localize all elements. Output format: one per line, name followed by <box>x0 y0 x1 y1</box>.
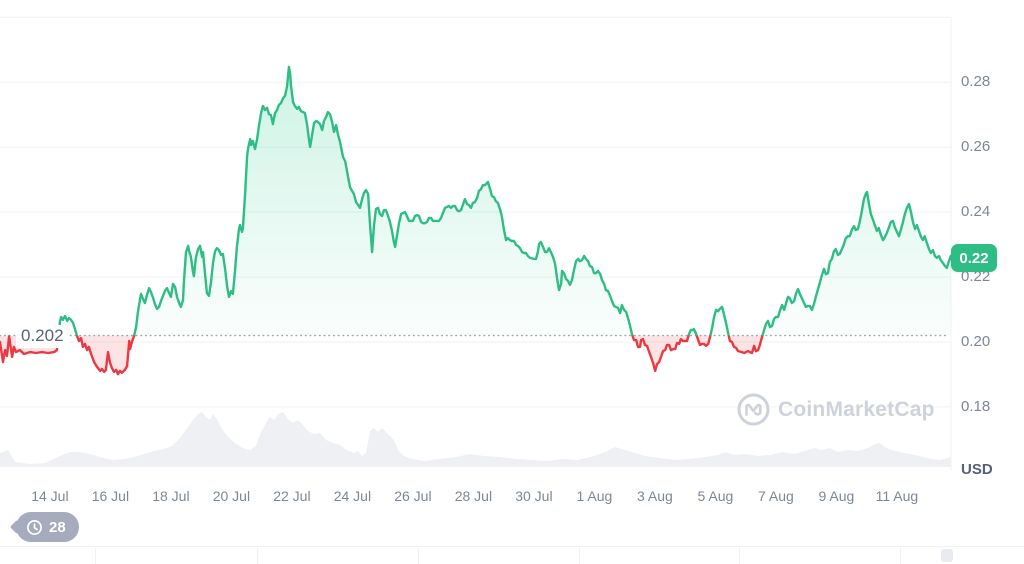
history-clock-icon <box>26 519 43 536</box>
current-price-badge: 0.22 <box>951 244 997 272</box>
watermark: CoinMarketCap <box>737 393 935 426</box>
table-column-divider <box>900 548 901 564</box>
volume-area <box>0 412 951 467</box>
table-top-border <box>0 546 1024 547</box>
x-axis-tick: 16 Jul <box>91 488 130 504</box>
price-line-up <box>8 65 951 336</box>
history-badge[interactable]: 28 <box>9 512 79 542</box>
x-axis-tick: 9 Aug <box>818 488 855 504</box>
x-axis-tick: 14 Jul <box>31 488 69 504</box>
table-column-divider <box>95 548 96 564</box>
table-column-divider <box>579 548 580 564</box>
y-axis-tick: 0.28 <box>961 73 991 91</box>
x-axis-tick: 3 Aug <box>636 488 673 504</box>
watermark-label: CoinMarketCap <box>778 397 935 421</box>
x-axis-tick: 24 Jul <box>333 488 372 504</box>
x-axis-tick: 5 Aug <box>697 488 734 504</box>
x-axis-tick: 20 Jul <box>212 488 251 504</box>
y-axis-unit: USD <box>961 461 993 478</box>
x-axis-tick: 18 Jul <box>152 488 190 504</box>
x-axis-tick: 7 Aug <box>757 488 794 504</box>
table-column-divider <box>257 548 258 564</box>
x-axis-tick: 28 Jul <box>454 488 493 504</box>
x-axis-tick: 1 Aug <box>576 488 613 504</box>
table-column-divider <box>418 548 419 564</box>
y-axis-tick: 0.18 <box>961 397 991 415</box>
baseline-price-label: 0.202 <box>16 325 69 348</box>
y-axis-tick: 0.26 <box>961 138 991 156</box>
x-axis-tick: 26 Jul <box>394 488 432 504</box>
table-column-divider <box>739 548 740 564</box>
scrollbar-thumb[interactable] <box>941 549 953 562</box>
x-axis-tick: 11 Aug <box>875 488 919 504</box>
price-area-up <box>0 67 951 336</box>
x-axis-tick: 22 Jul <box>273 488 311 504</box>
price-area-down <box>0 335 951 375</box>
y-axis-tick: 0.24 <box>961 203 991 221</box>
history-count: 28 <box>49 518 66 536</box>
y-axis-tick: 0.22 <box>961 268 991 286</box>
y-axis-tick: 0.20 <box>961 333 991 350</box>
coinmarketcap-logo-icon <box>737 393 770 426</box>
x-axis-tick: 30 Jul <box>515 488 553 504</box>
